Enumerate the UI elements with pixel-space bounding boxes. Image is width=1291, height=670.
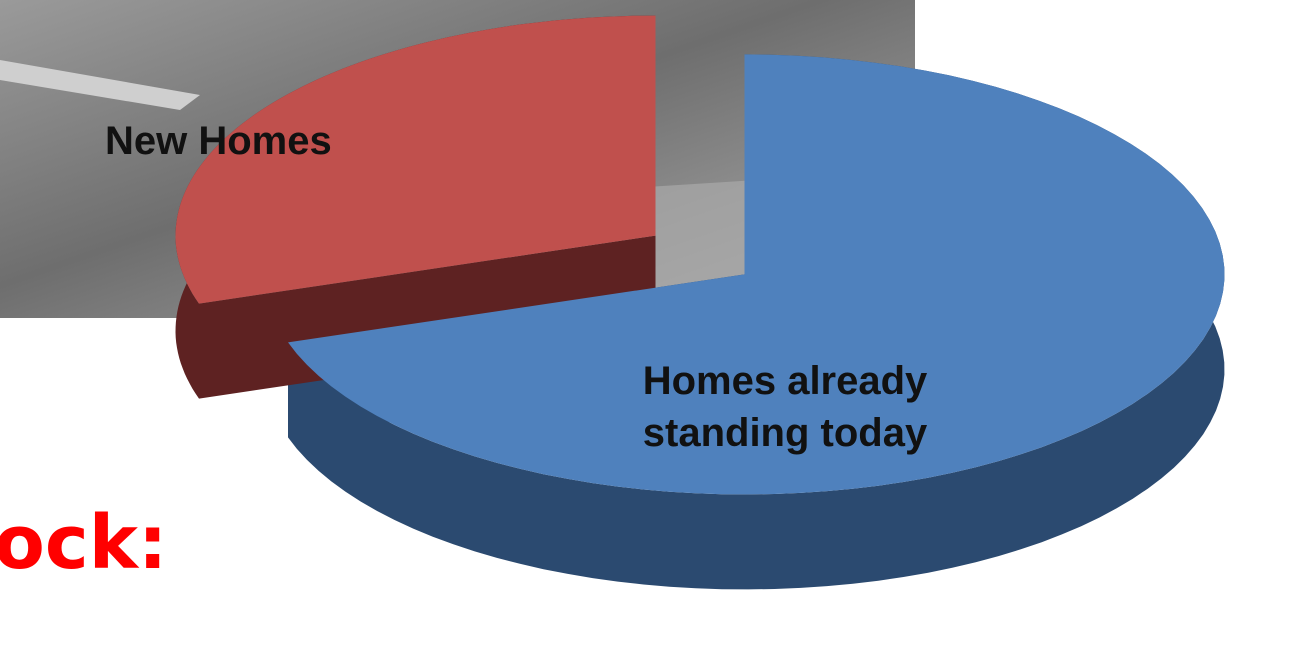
slide-text: ock: <box>0 500 168 586</box>
pie-slice <box>288 54 1225 495</box>
slice-label: New Homes <box>105 119 332 163</box>
pie <box>175 15 1225 590</box>
slice-label: Homes already standing today <box>642 359 928 455</box>
photo-road <box>0 60 200 110</box>
pie-slice <box>175 15 656 304</box>
